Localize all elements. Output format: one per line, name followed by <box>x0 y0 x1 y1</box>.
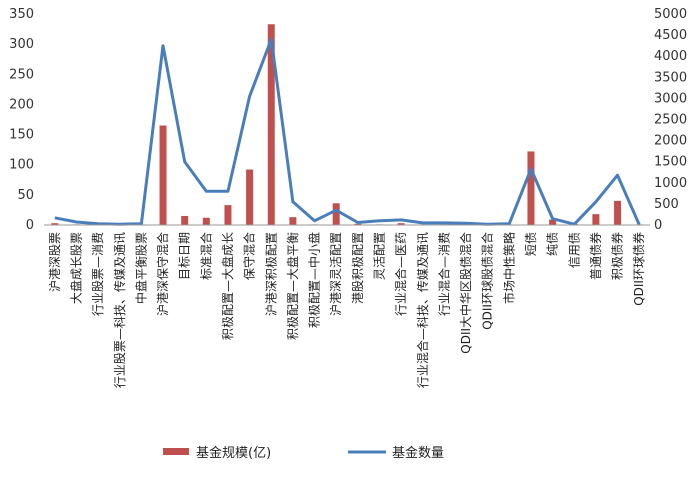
right-tick-label: 500 <box>654 197 679 212</box>
category-label: 纯债 <box>546 232 560 256</box>
bar-series <box>51 24 643 226</box>
bar <box>159 125 167 225</box>
category-label: 目标日期 <box>178 232 192 280</box>
right-tick-label: 1000 <box>654 176 687 191</box>
left-tick-label: 300 <box>9 37 34 52</box>
category-label: QDII环球债券 <box>631 232 646 306</box>
category-label: 标准混合 <box>198 232 213 280</box>
left-tick-label: 100 <box>9 158 34 173</box>
category-label: 积极配置—中小盘 <box>307 232 322 328</box>
right-tick-label: 1500 <box>654 155 687 170</box>
category-label: 信用债 <box>567 232 581 268</box>
right-axis-ticks: 0 500 1000 1500 2000 2500 3000 3500 4000 4500 5000 <box>654 7 687 233</box>
right-tick-label: 2500 <box>654 113 687 128</box>
legend-line-label: 基金数量 <box>392 445 444 461</box>
category-label: 大盘成长股票 <box>69 232 84 304</box>
category-label: 保守混合 <box>242 232 257 280</box>
category-label: 沪港深灵活配置 <box>329 232 343 316</box>
bar <box>592 214 600 225</box>
left-tick-label: 50 <box>17 188 34 203</box>
category-label: 行业股票—消费 <box>91 232 105 316</box>
bar <box>181 215 189 225</box>
category-label: 积极债券 <box>610 232 625 280</box>
category-label: 积极配置—大盘成长 <box>220 232 235 340</box>
category-label: QDII大中华区股债混合 <box>458 232 473 354</box>
left-tick-label: 250 <box>9 67 34 82</box>
category-label: 行业混合—消费 <box>436 232 451 316</box>
right-tick-label: 0 <box>654 218 662 233</box>
bar <box>614 200 622 225</box>
bar <box>527 151 535 225</box>
category-label: 积极配置—大盘平衡 <box>285 232 300 340</box>
left-tick-label: 0 <box>26 218 34 233</box>
category-label: 普通债券 <box>588 232 603 280</box>
left-tick-label: 350 <box>9 7 34 22</box>
category-label: 短债 <box>524 232 538 256</box>
bar <box>224 205 232 225</box>
category-label: QDII环球股债混合 <box>480 232 495 330</box>
bar <box>202 217 210 225</box>
category-label: 市场中性策略 <box>501 232 516 304</box>
right-tick-label: 5000 <box>654 7 687 22</box>
right-tick-label: 3500 <box>654 70 687 85</box>
category-label: 行业股票—科技、传媒及通讯 <box>112 232 127 388</box>
bar <box>51 223 59 225</box>
legend-bar-swatch <box>163 448 189 455</box>
category-label: 港股积极配置 <box>351 232 365 304</box>
line-path <box>54 37 641 226</box>
bar <box>332 203 340 225</box>
category-labels: 沪港深股票 大盘成长股票 行业股票—消费 行业股票—科技、传媒及通讯 中盘平衡股票 沪港深… <box>48 232 646 388</box>
left-tick-label: 200 <box>9 97 34 112</box>
right-tick-label: 2000 <box>654 134 687 149</box>
line-series <box>54 37 641 226</box>
category-label: 中盘平衡股票 <box>133 232 148 304</box>
legend: 基金规模(亿) 基金数量 <box>163 445 444 461</box>
bar <box>549 219 557 225</box>
right-tick-label: 3000 <box>654 91 687 106</box>
bar <box>246 169 254 225</box>
category-label: 沪港深保守混合 <box>155 232 170 316</box>
category-label: 沪港深股票 <box>48 232 62 292</box>
left-axis-ticks: 0 50 100 150 200 250 300 350 <box>9 7 34 233</box>
bar <box>267 24 275 226</box>
bar <box>354 223 362 225</box>
bar <box>289 217 297 225</box>
legend-bar-label: 基金规模(亿) <box>196 445 271 461</box>
category-label: 沪港深积极配置 <box>264 232 278 316</box>
category-label: 行业混合—医药 <box>393 232 408 316</box>
bar <box>397 223 405 225</box>
right-tick-label: 4000 <box>654 49 687 64</box>
left-tick-label: 150 <box>9 128 34 143</box>
right-tick-label: 4500 <box>654 28 687 43</box>
category-label: 行业混合—科技、传媒及通讯 <box>415 232 430 388</box>
category-label: 灵活配置 <box>373 232 387 280</box>
